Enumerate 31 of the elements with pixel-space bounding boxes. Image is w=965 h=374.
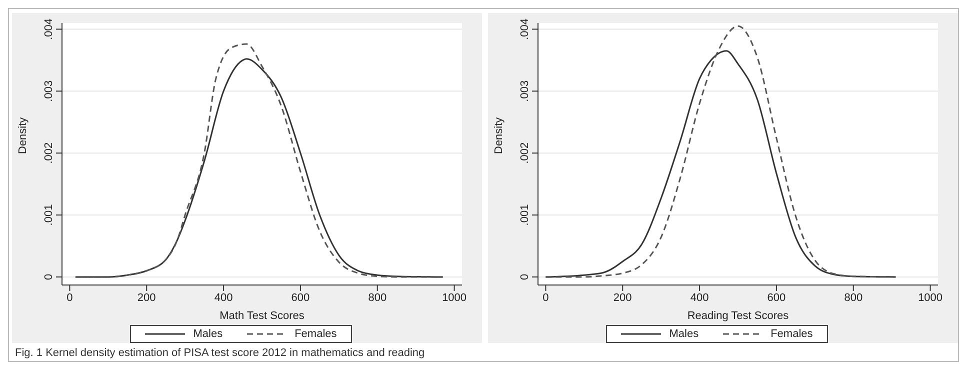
y-tick-label: 0 (519, 274, 531, 280)
y-tick-label: .003 (519, 80, 531, 102)
x-axis-title: Math Test Scores (220, 310, 305, 322)
legend-label: Females (770, 328, 813, 340)
y-axis-title: Density (492, 116, 505, 154)
y-tick-label: .002 (519, 142, 531, 164)
y-tick-label: .002 (43, 142, 55, 164)
y-tick-label: .004 (43, 18, 55, 40)
legend-label: Males (668, 328, 699, 340)
legend-label: Females (294, 328, 337, 340)
x-tick-label: 200 (613, 292, 632, 304)
x-tick-label: 600 (291, 292, 310, 304)
y-tick-label: 0 (43, 274, 55, 280)
x-axis-title: Reading Test Scores (687, 310, 790, 322)
x-tick-label: 1000 (918, 292, 943, 304)
x-tick-label: 1000 (442, 292, 467, 304)
x-tick-label: 0 (542, 292, 549, 304)
x-tick-label: 400 (214, 292, 233, 304)
legend-label: Males (192, 328, 223, 340)
caption: Fig. 1 Kernel density estimation of PISA test score 2012 in mathematics and reading (14, 347, 426, 359)
y-tick-label: .003 (43, 80, 55, 102)
x-tick-label: 400 (690, 292, 709, 304)
y-tick-label: .001 (43, 204, 55, 226)
y-axis-title: Density (16, 116, 29, 154)
x-tick-label: 600 (767, 292, 786, 304)
x-tick-label: 800 (844, 292, 863, 304)
y-tick-label: .001 (519, 204, 531, 226)
x-tick-label: 0 (66, 292, 73, 304)
x-tick-label: 800 (368, 292, 387, 304)
y-tick-label: .004 (519, 18, 531, 40)
x-tick-label: 200 (137, 292, 156, 304)
